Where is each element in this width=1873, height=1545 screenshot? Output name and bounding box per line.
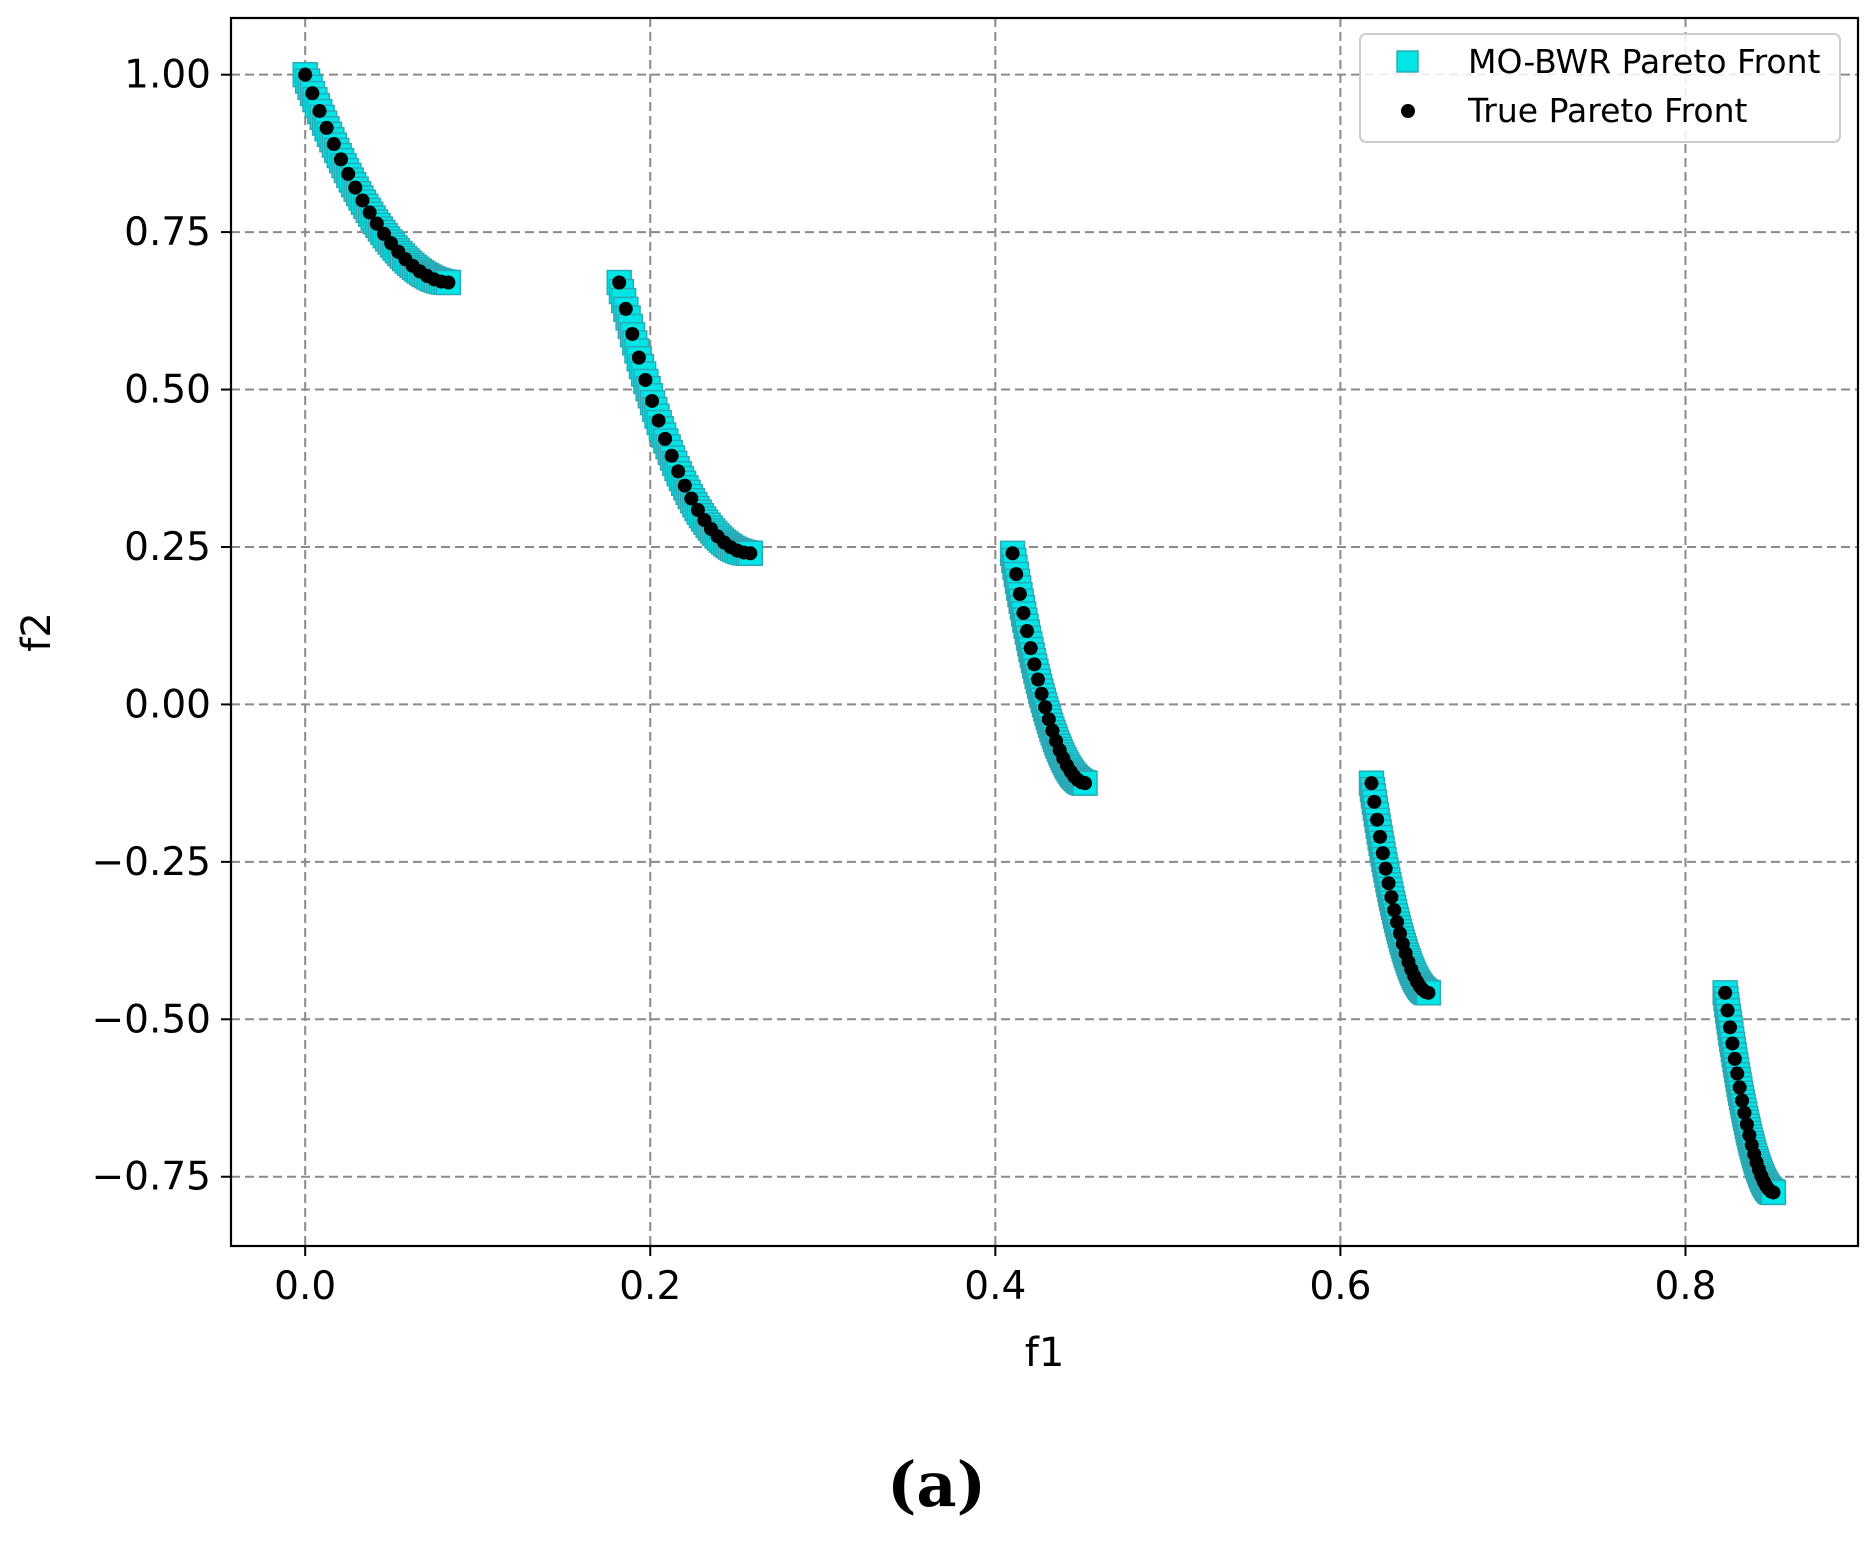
true-front-point xyxy=(658,431,673,446)
x-tick-label: 0.4 xyxy=(964,1264,1026,1309)
true-front-point xyxy=(1027,657,1042,672)
legend: MO-BWR Pareto Front True Pareto Front xyxy=(1359,33,1841,143)
axis-ticks: 0.0 0.2 0.4 0.6 0.8 1.00 0.75 0.50 0.25 0.00 −0.25… xyxy=(91,53,1716,1309)
true-front-point xyxy=(312,103,327,118)
true-front-point xyxy=(355,193,370,208)
true-front-point xyxy=(1739,1117,1754,1132)
y-tick-label: 0.00 xyxy=(124,682,211,727)
true-front-point xyxy=(333,152,348,167)
true-front-point xyxy=(1370,812,1385,827)
true-front-point xyxy=(298,67,313,82)
true-front-point xyxy=(1381,876,1396,891)
true-front-point xyxy=(1005,546,1020,561)
true-front-point xyxy=(362,205,377,220)
y-tick-label: −0.75 xyxy=(91,1155,211,1200)
true-front-point xyxy=(1732,1080,1747,1095)
y-tick-label: 0.50 xyxy=(124,368,211,413)
true-front-point xyxy=(664,448,679,463)
y-tick-label: −0.50 xyxy=(91,997,211,1042)
true-front-point xyxy=(1378,861,1393,876)
true-front-point xyxy=(441,275,456,290)
true-front-point xyxy=(638,372,653,387)
true-front-point xyxy=(1078,776,1093,791)
true-front-point xyxy=(1720,1003,1735,1018)
y-tick-label: 0.75 xyxy=(124,210,211,255)
true-front-point xyxy=(1372,829,1387,844)
true-front-point xyxy=(1041,712,1056,727)
true-front-point xyxy=(369,216,384,231)
x-tick-label: 0.6 xyxy=(1309,1264,1371,1309)
true-front-point xyxy=(305,86,320,101)
true-front-point xyxy=(1384,890,1399,905)
true-front-point xyxy=(1766,1185,1781,1200)
true-front-point xyxy=(690,502,705,517)
y-axis-label: f2 xyxy=(14,612,60,652)
true-front-point xyxy=(1034,686,1049,701)
true-front-point xyxy=(1009,567,1024,582)
true-front-point xyxy=(348,180,363,195)
true-front-point xyxy=(1725,1036,1740,1051)
true-front-point xyxy=(1012,586,1027,601)
figure-caption: (a) xyxy=(887,1448,986,1521)
true-front-point xyxy=(1375,846,1390,861)
true-front-point xyxy=(1390,915,1405,930)
true-front-point xyxy=(1367,794,1382,809)
x-tick-label: 0.8 xyxy=(1654,1264,1716,1309)
grid-lines xyxy=(231,18,1858,1246)
x-axis-label: f1 xyxy=(1025,1330,1065,1376)
true-front-point xyxy=(1030,672,1045,687)
true-front-point xyxy=(677,478,692,493)
true-front-point xyxy=(319,120,334,135)
true-front-point xyxy=(644,393,659,408)
true-front-point xyxy=(1718,985,1733,1000)
true-front-point xyxy=(684,491,699,506)
true-front-point xyxy=(341,166,356,181)
mobwr-series xyxy=(292,61,1787,1206)
true-front-point xyxy=(612,275,627,290)
true-front-point xyxy=(1020,624,1035,639)
true-front-point xyxy=(1722,1020,1737,1035)
legend-label-true-front: True Pareto Front xyxy=(1467,91,1748,130)
true-front-point xyxy=(618,301,633,316)
true-front-point xyxy=(1727,1051,1742,1066)
legend-box xyxy=(1359,33,1841,143)
true-front-point xyxy=(631,350,646,365)
y-tick-label: 0.25 xyxy=(124,525,211,570)
true-front-point xyxy=(743,546,758,561)
true-front-point xyxy=(671,464,686,479)
true-front-point xyxy=(625,326,640,341)
x-tick-label: 0.0 xyxy=(274,1264,336,1309)
legend-marker-true-front xyxy=(1401,104,1415,118)
true-front-point xyxy=(1421,985,1436,1000)
plot-area xyxy=(229,16,1860,1248)
legend-label-mobwr: MO-BWR Pareto Front xyxy=(1468,42,1821,81)
true-front-point xyxy=(1730,1066,1745,1081)
true-front-series xyxy=(298,67,1781,1200)
true-front-point xyxy=(1387,903,1402,918)
true-front-point xyxy=(1016,605,1031,620)
x-tick-label: 0.2 xyxy=(619,1264,681,1309)
true-front-point xyxy=(1023,641,1038,656)
true-front-point xyxy=(1735,1093,1750,1108)
true-front-point xyxy=(326,137,341,152)
true-front-point xyxy=(1038,700,1053,715)
true-front-point xyxy=(651,413,666,428)
legend-marker-mobwr xyxy=(1396,50,1419,73)
true-front-point xyxy=(1737,1105,1752,1120)
y-tick-label: 1.00 xyxy=(124,53,211,98)
y-tick-label: −0.25 xyxy=(91,840,211,885)
true-front-point xyxy=(1364,776,1379,791)
